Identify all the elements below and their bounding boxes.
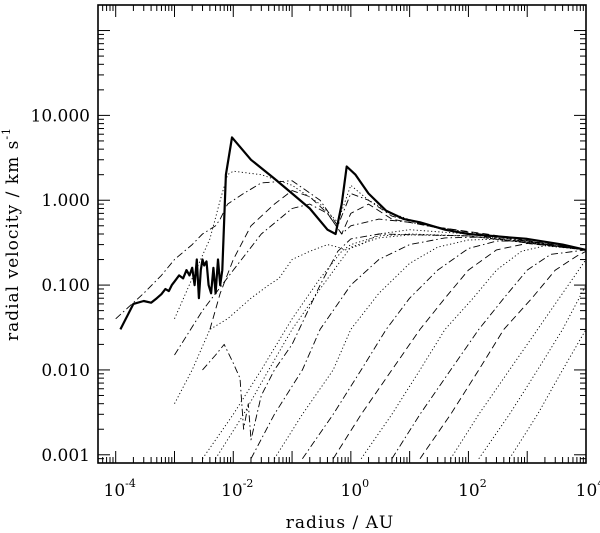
series-line-16 (419, 250, 587, 459)
x-tick-label: 100 (341, 477, 370, 501)
series-line-13 (332, 242, 587, 459)
y-tick-label: 10.000 (31, 106, 90, 126)
series-line-2 (174, 170, 587, 319)
y-tick-label: 0.100 (41, 276, 90, 296)
y-tick-label: 0.010 (41, 361, 90, 381)
y-axis-label: radial velocity / km s-1 (0, 127, 23, 341)
tick-label-group: 10-4 10-2 100 102 104 0.001 0.010 0.100 1.000 10.… (31, 106, 600, 501)
series-line-18 (478, 284, 587, 459)
series-line-3 (115, 180, 587, 320)
series-line-7 (202, 233, 587, 441)
series-line-11 (274, 238, 587, 459)
x-tick-label: 10-4 (104, 477, 136, 501)
x-tick-label: 104 (576, 477, 600, 501)
series-line-9 (215, 234, 587, 459)
x-tick-label: 10-2 (221, 477, 253, 501)
series-line-15 (391, 249, 587, 459)
series-line-6 (174, 229, 587, 404)
y-axis-label-main: radial velocity / km s (3, 140, 23, 341)
series-line-12 (302, 240, 587, 459)
series-line-14 (360, 245, 587, 459)
series-group (115, 136, 587, 459)
series-line-10 (250, 236, 587, 459)
series-line-17 (450, 259, 587, 459)
series-line-1 (119, 136, 587, 330)
series-line-4 (209, 190, 587, 330)
series-line-19 (509, 329, 587, 459)
y-tick-label: 0.001 (41, 446, 90, 466)
series-line-8 (202, 233, 587, 459)
plot-frame (97, 4, 587, 464)
y-axis-label-exponent: -1 (0, 127, 13, 140)
x-tick-label: 102 (458, 477, 487, 501)
y-tick-label: 1.000 (41, 191, 90, 211)
series-line-5 (174, 203, 587, 356)
x-axis-label: radius / AU (286, 513, 394, 533)
